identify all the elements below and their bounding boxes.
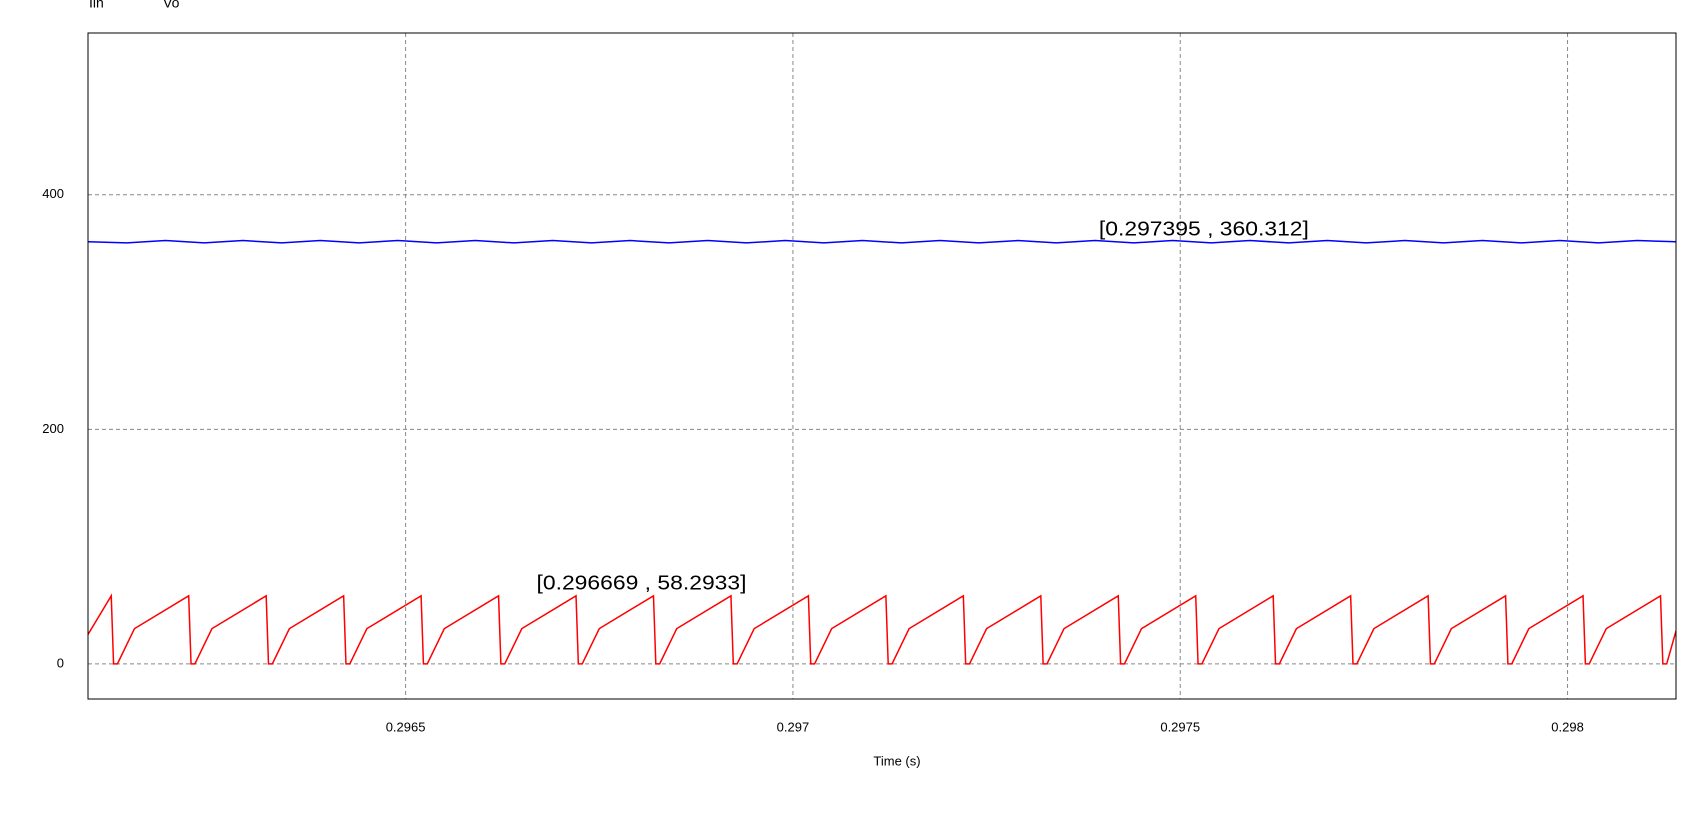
legend-entry: Vo — [163, 0, 180, 11]
series-line — [88, 593, 1676, 665]
series-line — [88, 239, 1676, 244]
x-axis-label: Time (s) — [873, 753, 920, 768]
annotation: [0.296669 , 58.2933] — [537, 572, 747, 594]
legend-entry: Iin — [89, 0, 104, 11]
x-tick-label: 0.298 — [1551, 719, 1584, 734]
plot-frame — [87, 32, 1677, 700]
x-tick-label: 0.297 — [777, 719, 810, 734]
y-tick-label: 200 — [42, 421, 64, 436]
x-tick-label: 0.2975 — [1160, 719, 1200, 734]
x-tick-label: 0.2965 — [386, 719, 426, 734]
annotation: [0.297395 , 360.312] — [1099, 218, 1309, 240]
y-tick-label: 400 — [42, 186, 64, 201]
y-tick-label: 0 — [57, 655, 64, 670]
